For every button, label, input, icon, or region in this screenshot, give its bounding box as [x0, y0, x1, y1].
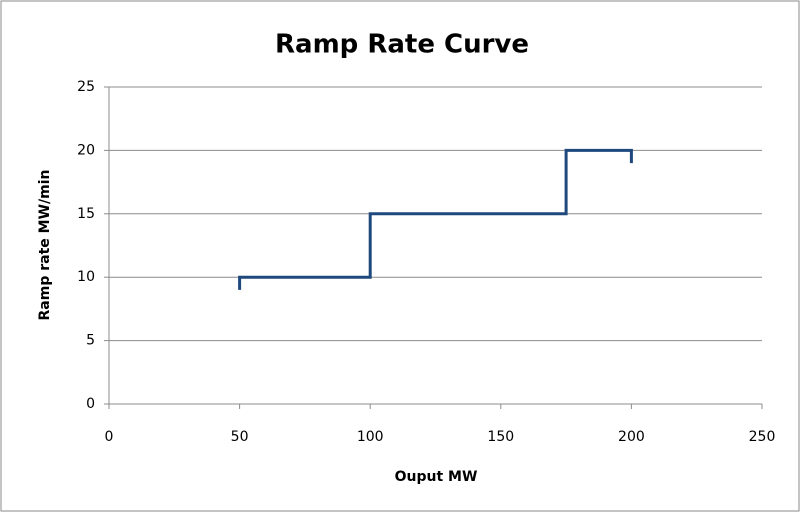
x-tick-label: 200 — [618, 429, 645, 445]
y-axis-title: Ramp rate MW/min — [37, 170, 53, 321]
y-tick-label: 0 — [86, 396, 95, 412]
x-tick-label: 150 — [487, 429, 514, 445]
x-tick-label: 100 — [357, 429, 384, 445]
x-tick-label: 250 — [749, 429, 776, 445]
y-tick-label: 5 — [86, 333, 95, 349]
y-tick-label: 10 — [77, 269, 95, 285]
line-series — [238, 148, 633, 290]
x-tick-label: 50 — [231, 429, 249, 445]
y-tick-label: 15 — [77, 206, 95, 222]
y-tick-label: 20 — [77, 142, 95, 158]
y-tick-label: 25 — [77, 79, 95, 95]
chart-title: Ramp Rate Curve — [275, 30, 529, 60]
x-tick-label: 0 — [105, 429, 114, 445]
x-axis-title: Ouput MW — [395, 469, 478, 485]
